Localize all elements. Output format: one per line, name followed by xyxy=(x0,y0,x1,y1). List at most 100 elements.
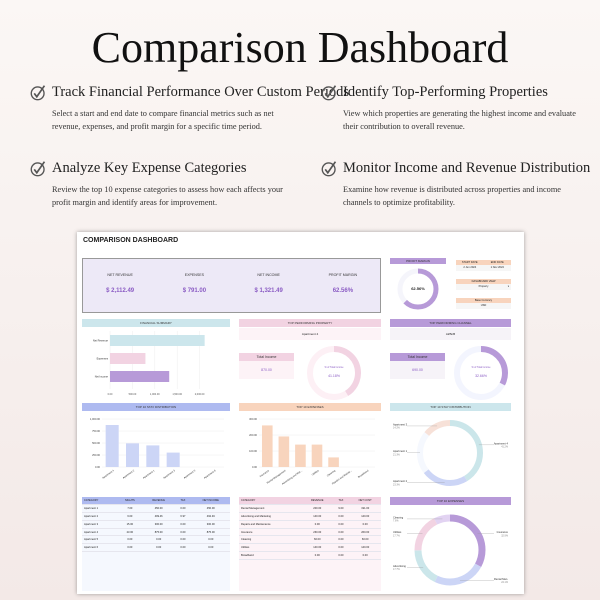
column-header: CATEGORY xyxy=(82,497,117,506)
table-cell: 0.00 xyxy=(174,535,192,545)
slice-label: Insurance xyxy=(497,530,509,534)
tick-label: 0.00 xyxy=(108,393,113,396)
top-property-name: Apartment 4 xyxy=(239,328,381,340)
slice-label: Rental Man. xyxy=(494,577,508,581)
check-icon xyxy=(321,161,337,177)
kpi-profit-margin: PROFIT MARGIN 62.56% xyxy=(306,259,380,312)
table-cell: 0.00 xyxy=(301,520,333,529)
table-cell: 15.00 xyxy=(116,520,143,529)
pct-label: % of Total Income xyxy=(324,366,344,369)
end-date-label: END DATE xyxy=(490,261,504,264)
start-date-input[interactable]: 2 Jun 2024 xyxy=(463,266,477,269)
table-cell: 260.00 xyxy=(349,528,381,537)
tick-label: 750.00 xyxy=(92,429,100,433)
table-cell: 0.00 xyxy=(174,520,192,529)
start-date-label: START DATE xyxy=(461,261,478,264)
slice-label: Cleaning xyxy=(393,515,404,519)
table-cell: 6.97 xyxy=(174,512,192,521)
category-label: Broadband xyxy=(358,469,370,479)
bar xyxy=(105,425,119,467)
category-label: Apartment 5 xyxy=(183,469,196,480)
table-row: Apartment 4 23.00 875.00 0.00 875.00 xyxy=(82,528,230,537)
table-cell: 23.00 xyxy=(116,528,143,537)
table-cell: 260.00 xyxy=(301,528,333,537)
bar xyxy=(166,452,180,467)
tick-label: 1,000.00 xyxy=(90,417,101,421)
feature-3: Analyze Key Expense Categories Review th… xyxy=(30,160,300,209)
slice-percent: 7.6% xyxy=(393,520,399,523)
table-cell: Apartment 6 xyxy=(82,543,117,553)
check-icon xyxy=(30,161,46,177)
financial-summary-header: FINANCIAL SUMMARY xyxy=(82,319,230,327)
category-label: Insurance xyxy=(259,469,270,478)
end-date-input[interactable]: 1 Nov 2024 xyxy=(490,266,504,269)
table-cell: 140.00 xyxy=(301,543,333,553)
table-cell: 6.00 xyxy=(116,512,143,521)
table-cell: 0.00 xyxy=(116,535,143,545)
table-cell: 7.00 xyxy=(116,504,143,514)
category-label: Cleaning xyxy=(326,469,336,477)
top-property-donut xyxy=(307,346,361,400)
category-label: Apartment 3 xyxy=(163,469,176,480)
profit-margin-donut xyxy=(397,268,439,310)
bar xyxy=(110,353,146,364)
table-cell: Repairs and Maintenance xyxy=(239,520,302,529)
table-cell: 0.00 xyxy=(332,551,350,560)
tick-label: 2,000.00 xyxy=(195,393,205,396)
bar xyxy=(278,436,290,467)
column-header: REVENUE xyxy=(142,497,175,506)
tick-label: 1,000.00 xyxy=(150,393,160,396)
bar xyxy=(110,371,170,382)
dashboard-view-select[interactable]: Property ▾ xyxy=(456,284,511,290)
base-currency-select[interactable]: USD xyxy=(456,303,511,309)
chevron-down-icon: ▾ xyxy=(507,285,509,288)
column-header: NET INCOME xyxy=(191,497,230,506)
page-title: Comparison Dashboard xyxy=(91,23,509,72)
table-cell: Rental Management xyxy=(239,504,302,514)
column-header: CATEGORY xyxy=(239,497,302,506)
donut-slice xyxy=(417,420,483,486)
feature-title: Track Financial Performance Over Custom … xyxy=(52,84,350,100)
stay-pie-header: TOP 10 STAY DISTRIBUTION xyxy=(390,403,511,411)
table-cell: 875.00 xyxy=(142,528,175,537)
kpi-label: NET INCOME xyxy=(257,273,280,277)
table-cell: 450.00 xyxy=(191,504,230,514)
profit-margin-header: PROFIT MARGIN xyxy=(390,258,446,264)
controls: START DATE END DATE 2 Jun 2024 1 Nov 2024 … xyxy=(456,260,511,309)
tick-label: 500.00 xyxy=(129,393,137,396)
table-row: Apartment 3 15.00 300.00 0.00 300.00 xyxy=(82,520,230,529)
bar xyxy=(311,444,323,467)
dashboard-view-value: Property xyxy=(478,285,489,288)
table-cell: Apartment 2 xyxy=(82,512,117,521)
table-row: Advertising and Marketing 140.00 0.00 140.0… xyxy=(239,512,381,521)
kpi-label: EXPENSES xyxy=(184,273,205,277)
table-cell: Insurance xyxy=(239,528,302,537)
feature-1: Track Financial Performance Over Custom … xyxy=(30,84,349,133)
slice-percent: 17.7% xyxy=(393,534,401,537)
kpi-value: $ 2,112.49 xyxy=(106,288,135,294)
table-cell: 140.00 xyxy=(349,543,381,553)
feature-title: Analyze Key Expense Categories xyxy=(52,160,247,176)
category-label: Net Income xyxy=(95,375,109,379)
tick-label: 0.00 xyxy=(95,465,101,469)
dashboard-screenshot: COMPARISON DASHBOARD NET REVENUE $ 2,112.… xyxy=(77,232,524,594)
table-cell: 300.00 xyxy=(191,520,230,529)
pct-label: % of Total Income xyxy=(471,366,491,369)
column-header: REVENUE xyxy=(301,497,333,506)
table-cell: Apartment 3 xyxy=(82,520,117,529)
feature-text: Select a start and end date to compare f… xyxy=(52,109,274,131)
table-cell: 0.00 xyxy=(116,543,143,553)
top-channel-header: TOP PERFORMING CHANNEL xyxy=(390,319,511,327)
donut-slice xyxy=(414,514,486,586)
slice-label: Apartment 2 xyxy=(393,479,408,483)
top-property-income: Total Income 870.00 xyxy=(239,353,294,379)
kpi-value: 62.56% xyxy=(332,288,354,294)
income-value: 870.00 xyxy=(239,361,294,379)
income-label: Total Income xyxy=(390,353,445,361)
kpi-expenses: EXPENSES $ 791.00 xyxy=(157,259,231,312)
table-header: CATEGORY REVENUE TAX NET COST xyxy=(239,497,381,506)
table-cell: Cleaning xyxy=(239,535,302,545)
slice-percent: 14.2% xyxy=(393,427,401,430)
donut-slice xyxy=(307,346,361,400)
